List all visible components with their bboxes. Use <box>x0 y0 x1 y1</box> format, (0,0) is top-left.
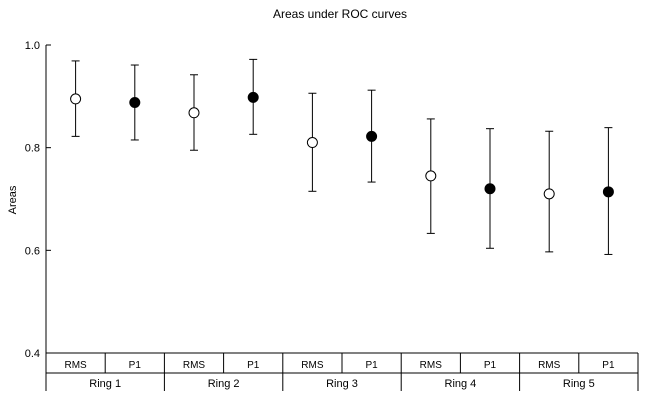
y-tick-label: 0.8 <box>25 143 40 155</box>
x-tick-label: P1 <box>602 360 615 371</box>
point-rms <box>425 170 437 182</box>
group-label: Ring 4 <box>445 378 477 390</box>
x-ticks: RMS P1 RMS P1 RMS P1 RMS P1 RMS P1 Ring 1 Ring 2 Rin… <box>45 353 639 391</box>
group-label: Ring 1 <box>89 378 121 390</box>
y-ticks: 1.0 0.8 0.6 0.4 <box>25 40 51 360</box>
point-p1 <box>602 186 614 198</box>
x-tick-label: P1 <box>365 360 378 371</box>
x-tick-label: P1 <box>484 360 497 371</box>
point-rms <box>70 93 82 105</box>
point-rms <box>543 188 555 200</box>
x-tick-label: P1 <box>247 360 260 371</box>
group-label: Ring 5 <box>563 378 595 390</box>
x-tick-label: RMS <box>301 360 324 371</box>
point-rms <box>306 137 318 149</box>
point-p1 <box>247 91 259 103</box>
x-tick-label: RMS <box>183 360 206 371</box>
point-p1 <box>366 130 378 142</box>
x-tick-label: RMS <box>64 360 87 371</box>
point-p1 <box>129 96 141 108</box>
y-tick-label: 0.6 <box>25 245 40 257</box>
y-axis-label: Areas <box>7 185 19 214</box>
x-tick-label: RMS <box>420 360 443 371</box>
group-label: Ring 2 <box>208 378 240 390</box>
point-p1 <box>484 183 496 195</box>
y-tick-label: 0.4 <box>25 348 40 360</box>
x-tick-label: RMS <box>538 360 561 371</box>
point-rms <box>188 107 200 119</box>
x-tick-label: P1 <box>129 360 142 371</box>
chart-title: Areas under ROC curves <box>273 7 407 21</box>
data-marks <box>70 58 614 255</box>
y-tick-label: 1.0 <box>25 40 40 52</box>
group-label: Ring 3 <box>326 378 358 390</box>
